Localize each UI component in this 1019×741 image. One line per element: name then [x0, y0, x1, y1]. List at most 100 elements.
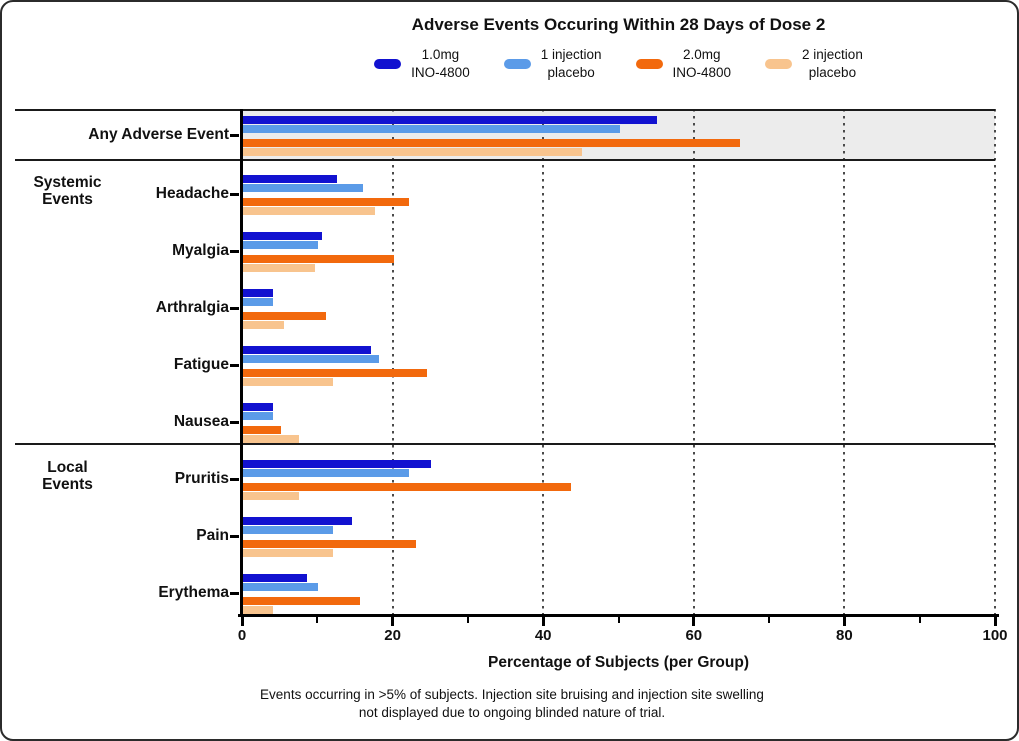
x-axis-title: Percentage of Subjects (per Group): [488, 654, 749, 671]
x-major-tick: [993, 617, 997, 626]
bar-2.0mg-ino-4800: [243, 540, 417, 548]
gridline: [692, 109, 695, 614]
bar-1.0mg-ino-4800: [243, 116, 658, 124]
bar-2.0mg-ino-4800: [243, 312, 326, 320]
bar-2-injection-placebo: [243, 264, 315, 272]
x-major-tick: [692, 617, 696, 626]
x-minor-tick: [466, 617, 469, 623]
legend-swatch-icon: [765, 58, 793, 69]
bar-1-injection-placebo: [243, 412, 274, 420]
legend-item: 1.0mg INO-4800: [374, 46, 470, 81]
bar-2-injection-placebo: [243, 378, 334, 386]
legend-label: 1.0mg INO-4800: [411, 47, 470, 80]
bar-2-injection-placebo: [243, 321, 285, 329]
section-label: Systemic Events: [33, 174, 102, 208]
bar-1-injection-placebo: [243, 125, 620, 133]
divider-line: [15, 109, 995, 111]
category-tick: [230, 249, 239, 253]
bar-2.0mg-ino-4800: [243, 483, 571, 491]
bar-2.0mg-ino-4800: [243, 426, 281, 434]
bar-1-injection-placebo: [243, 355, 379, 363]
category-label: Headache: [155, 185, 229, 202]
section-label: Local Events: [42, 459, 93, 493]
x-tick-label: 80: [836, 627, 853, 644]
category-tick: [230, 591, 239, 595]
category-tick: [230, 420, 239, 424]
bar-2.0mg-ino-4800: [243, 597, 360, 605]
bar-2.0mg-ino-4800: [243, 139, 740, 147]
x-axis-line: [238, 614, 999, 617]
x-tick-label: 0: [237, 627, 247, 644]
gridline: [391, 109, 394, 614]
category-label: Erythema: [158, 584, 229, 601]
bar-2.0mg-ino-4800: [243, 255, 394, 263]
bar-1-injection-placebo: [243, 469, 409, 477]
x-minor-tick: [918, 617, 921, 623]
x-tick-label: 60: [685, 627, 703, 644]
bar-2-injection-placebo: [243, 492, 300, 500]
bar-1.0mg-ino-4800: [243, 460, 432, 468]
bar-2-injection-placebo: [243, 435, 300, 443]
divider-line: [15, 159, 995, 161]
gridline: [843, 109, 846, 614]
bar-1-injection-placebo: [243, 583, 319, 591]
category-label: Pruritis: [174, 470, 229, 487]
divider-line: [15, 443, 995, 445]
category-label: Myalgia: [172, 242, 229, 259]
bar-1.0mg-ino-4800: [243, 289, 274, 297]
x-tick-label: 20: [384, 627, 401, 644]
chart-title: Adverse Events Occuring Within 28 Days o…: [411, 15, 826, 34]
bar-1.0mg-ino-4800: [243, 175, 338, 183]
category-label: Any Adverse Event: [88, 126, 229, 143]
legend-item: 2.0mg INO-4800: [635, 46, 732, 81]
legend-label: 1 injection placebo: [540, 47, 602, 80]
gridline: [542, 109, 545, 614]
x-tick-label: 100: [982, 627, 1008, 644]
bar-1.0mg-ino-4800: [243, 232, 323, 240]
bar-1-injection-placebo: [243, 526, 334, 534]
bar-1-injection-placebo: [243, 298, 274, 306]
legend-label: 2 injection placebo: [802, 47, 863, 80]
category-label: Nausea: [173, 413, 229, 430]
x-major-tick: [391, 617, 395, 626]
x-major-tick: [842, 617, 846, 626]
bar-1-injection-placebo: [243, 241, 319, 249]
legend-swatch-icon: [503, 58, 531, 69]
legend-label: 2.0mg INO-4800: [672, 47, 732, 80]
x-major-tick: [240, 617, 244, 626]
legend-swatch-icon: [635, 58, 663, 69]
category-tick: [230, 363, 239, 367]
x-minor-tick: [617, 617, 620, 623]
category-tick: [230, 306, 239, 310]
category-tick: [230, 192, 239, 196]
bar-1-injection-placebo: [243, 184, 364, 192]
bar-1.0mg-ino-4800: [243, 346, 371, 354]
footnote: Events occurring in >5% of subjects. Inj…: [260, 687, 764, 721]
category-tick: [230, 477, 239, 481]
gridline: [994, 109, 996, 614]
bar-2.0mg-ino-4800: [243, 198, 409, 206]
bar-2.0mg-ino-4800: [243, 369, 428, 377]
legend-item: 2 injection placebo: [765, 46, 863, 81]
bar-1.0mg-ino-4800: [243, 517, 353, 525]
y-axis-line: [240, 109, 243, 617]
bar-1.0mg-ino-4800: [243, 574, 307, 582]
category-tick: [230, 534, 239, 538]
bar-1.0mg-ino-4800: [243, 403, 274, 411]
category-label: Pain: [196, 527, 229, 544]
bar-2-injection-placebo: [243, 606, 274, 614]
bar-2-injection-placebo: [243, 148, 582, 156]
x-major-tick: [541, 617, 545, 626]
bar-2-injection-placebo: [243, 549, 334, 557]
bar-2-injection-placebo: [243, 207, 375, 215]
legend: 1.0mg INO-4800 1 injection placebo 2.0mg I…: [242, 46, 995, 81]
legend-item: 1 injection placebo: [503, 46, 602, 81]
x-minor-tick: [316, 617, 319, 623]
category-tick: [230, 133, 239, 137]
x-minor-tick: [768, 617, 771, 623]
x-tick-label: 40: [534, 627, 552, 644]
category-label: Fatigue: [173, 356, 229, 373]
category-label: Arthralgia: [155, 299, 229, 316]
legend-swatch-icon: [374, 58, 402, 69]
